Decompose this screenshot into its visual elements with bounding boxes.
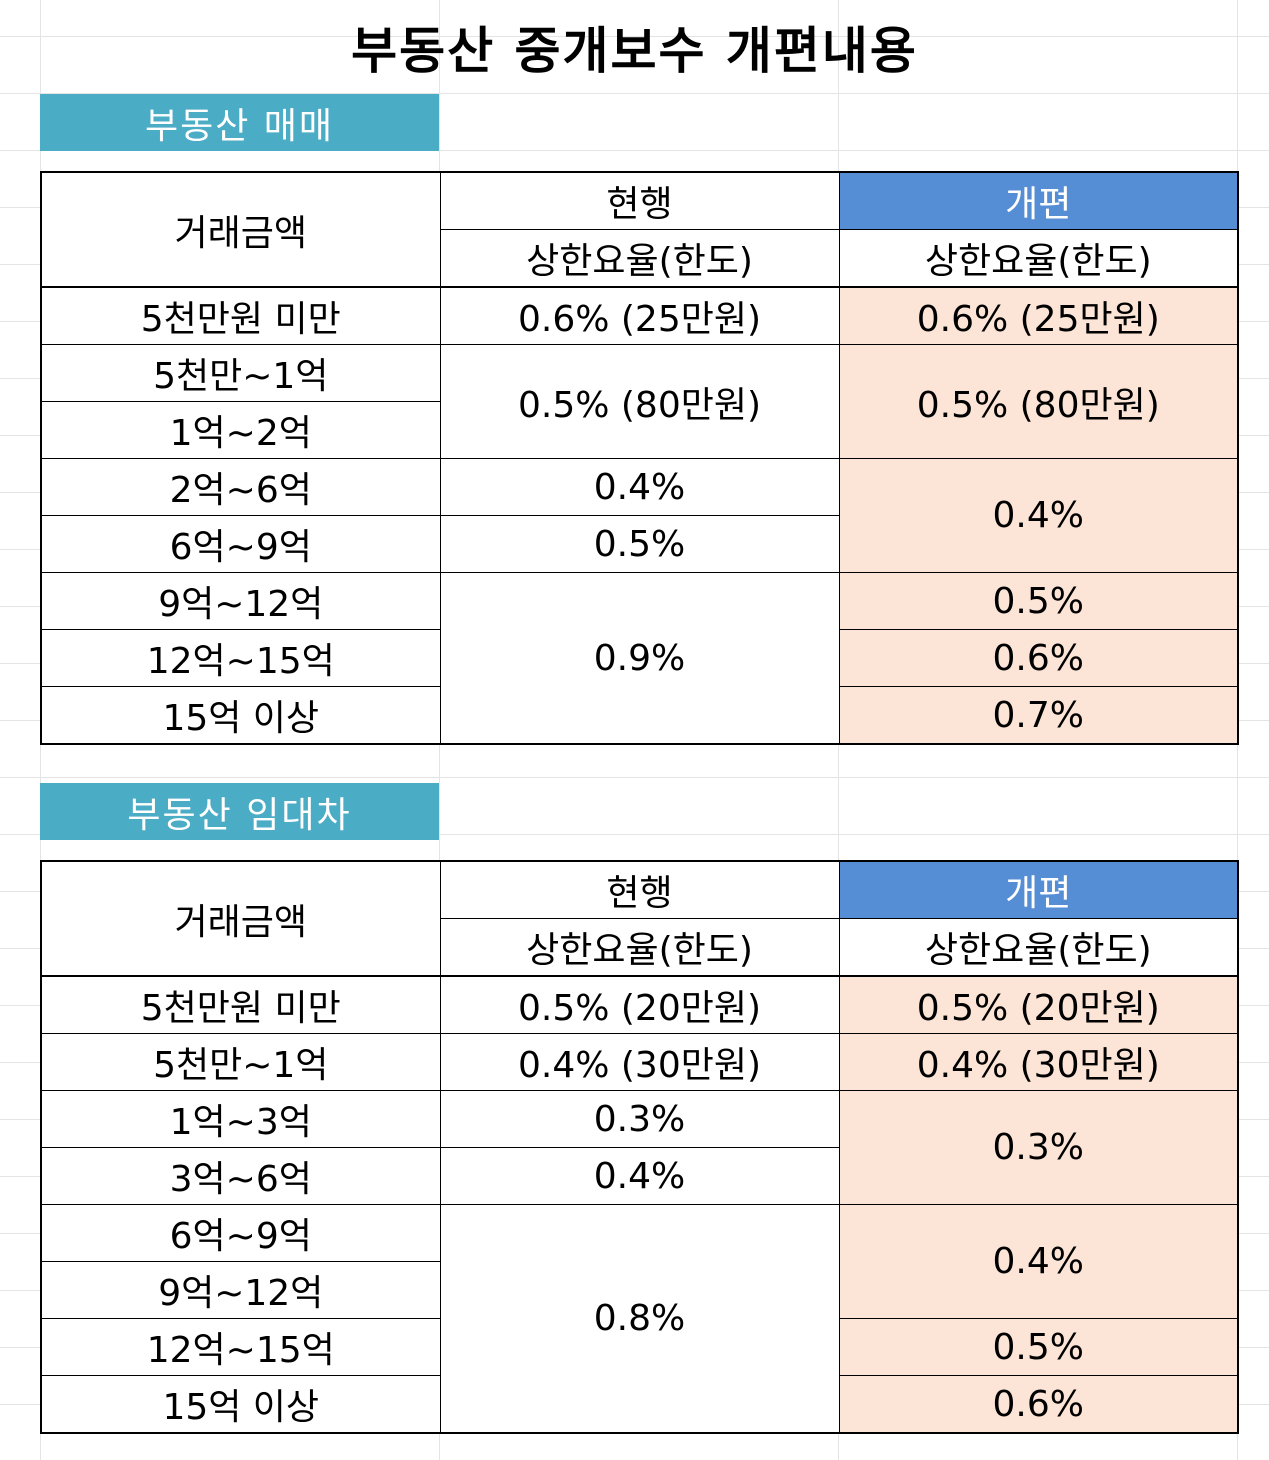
revised-rate-cell: 0.4% <box>838 458 1239 573</box>
current-rate-header: 상한요율(한도) <box>439 918 840 977</box>
amount-cell: 5천만~1억 <box>40 1033 441 1091</box>
current-rate-header: 상한요율(한도) <box>439 229 840 288</box>
amount-cell: 9억~12억 <box>40 1261 441 1319</box>
amount-cell: 6억~9억 <box>40 515 441 573</box>
sale-fee-table: 거래금액 현행 개편 상한요율(한도) 상한요율(한도) 5천만원 미만 0.6… <box>40 171 1239 745</box>
revised-rate-cell: 0.7% <box>838 686 1239 745</box>
amount-cell: 15억 이상 <box>40 686 441 745</box>
amount-cell: 1억~2억 <box>40 401 441 459</box>
revised-rate-header: 상한요율(한도) <box>838 918 1239 977</box>
revised-rate-cell: 0.4% <box>838 1204 1239 1319</box>
amount-cell: 5천만원 미만 <box>40 286 441 345</box>
amount-header: 거래금액 <box>40 171 441 288</box>
amount-cell: 5천만~1억 <box>40 344 441 402</box>
revised-rate-cell: 0.5% <box>838 572 1239 630</box>
amount-cell: 2억~6억 <box>40 458 441 516</box>
amount-cell: 9억~12억 <box>40 572 441 630</box>
amount-cell: 6억~9억 <box>40 1204 441 1262</box>
current-header: 현행 <box>439 860 840 919</box>
revised-rate-cell: 0.5% <box>838 1318 1239 1376</box>
current-header: 현행 <box>439 171 840 230</box>
current-rate-cell: 0.6% (25만원) <box>439 286 840 345</box>
page-title: 부동산 중개보수 개편내용 <box>351 22 918 80</box>
revised-rate-cell: 0.6% <box>838 1375 1239 1434</box>
amount-cell: 12억~15억 <box>40 1318 441 1376</box>
current-rate-cell: 0.5% (20만원) <box>439 975 840 1034</box>
revised-rate-cell: 0.5% (80만원) <box>838 344 1239 459</box>
current-rate-cell: 0.4% (30만원) <box>439 1033 840 1091</box>
revised-rate-cell: 0.3% <box>838 1090 1239 1205</box>
revised-rate-cell: 0.5% (20만원) <box>838 975 1239 1034</box>
amount-header: 거래금액 <box>40 860 441 977</box>
current-rate-cell: 0.4% <box>439 458 840 516</box>
amount-cell: 12억~15억 <box>40 629 441 687</box>
lease-fee-table: 거래금액 현행 개편 상한요율(한도) 상한요율(한도) 5천만원 미만 0.5… <box>40 860 1239 1434</box>
amount-cell: 1억~3억 <box>40 1090 441 1148</box>
current-rate-cell: 0.8% <box>439 1204 840 1434</box>
lease-section-label: 부동산 임대차 <box>40 783 439 840</box>
amount-cell: 15억 이상 <box>40 1375 441 1434</box>
current-rate-cell: 0.4% <box>439 1147 840 1205</box>
revised-rate-cell: 0.6% (25만원) <box>838 286 1239 345</box>
revised-header: 개편 <box>838 860 1239 919</box>
amount-cell: 5천만원 미만 <box>40 975 441 1034</box>
current-rate-cell: 0.9% <box>439 572 840 745</box>
current-rate-cell: 0.3% <box>439 1090 840 1148</box>
current-rate-cell: 0.5% <box>439 515 840 573</box>
revised-header: 개편 <box>838 171 1239 230</box>
revised-rate-header: 상한요율(한도) <box>838 229 1239 288</box>
current-rate-cell: 0.5% (80만원) <box>439 344 840 459</box>
revised-rate-cell: 0.6% <box>838 629 1239 687</box>
revised-rate-cell: 0.4% (30만원) <box>838 1033 1239 1091</box>
amount-cell: 3억~6억 <box>40 1147 441 1205</box>
sale-section-label: 부동산 매매 <box>40 94 439 151</box>
